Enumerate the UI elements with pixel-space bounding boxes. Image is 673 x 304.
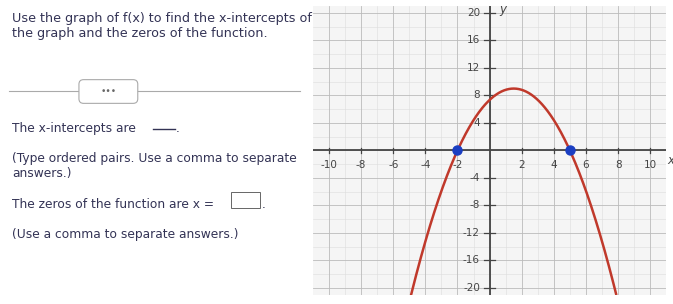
Text: -6: -6	[388, 160, 398, 170]
Text: y: y	[499, 3, 506, 16]
Text: -10: -10	[320, 160, 337, 170]
Text: -8: -8	[356, 160, 366, 170]
Text: .: .	[176, 122, 180, 135]
Text: -8: -8	[470, 201, 480, 210]
Text: Use the graph of f(x) to find the x-intercepts of
the graph and the zeros of the: Use the graph of f(x) to find the x-inte…	[12, 12, 312, 40]
Text: 10: 10	[643, 160, 657, 170]
Text: 6: 6	[583, 160, 590, 170]
FancyBboxPatch shape	[231, 192, 260, 208]
Text: -20: -20	[463, 283, 480, 293]
Text: -2: -2	[452, 160, 462, 170]
Text: -4: -4	[420, 160, 431, 170]
FancyBboxPatch shape	[79, 80, 138, 103]
Text: (Use a comma to separate answers.): (Use a comma to separate answers.)	[12, 228, 239, 241]
Text: •••: •••	[100, 87, 116, 96]
Text: 8: 8	[473, 91, 480, 100]
Text: The x-intercepts are: The x-intercepts are	[12, 122, 136, 135]
Text: -16: -16	[463, 255, 480, 265]
Text: 4: 4	[551, 160, 557, 170]
Text: 2: 2	[518, 160, 525, 170]
Text: -4: -4	[470, 173, 480, 183]
Text: x: x	[668, 154, 673, 167]
Text: 4: 4	[473, 118, 480, 128]
Text: (Type ordered pairs. Use a comma to separate
answers.): (Type ordered pairs. Use a comma to sepa…	[12, 152, 297, 180]
Text: 16: 16	[466, 36, 480, 46]
Text: .: .	[262, 198, 265, 211]
Text: 12: 12	[466, 63, 480, 73]
Text: -12: -12	[463, 228, 480, 238]
Text: The zeros of the function are x =: The zeros of the function are x =	[12, 198, 215, 211]
Text: 8: 8	[614, 160, 621, 170]
Text: 20: 20	[467, 8, 480, 18]
